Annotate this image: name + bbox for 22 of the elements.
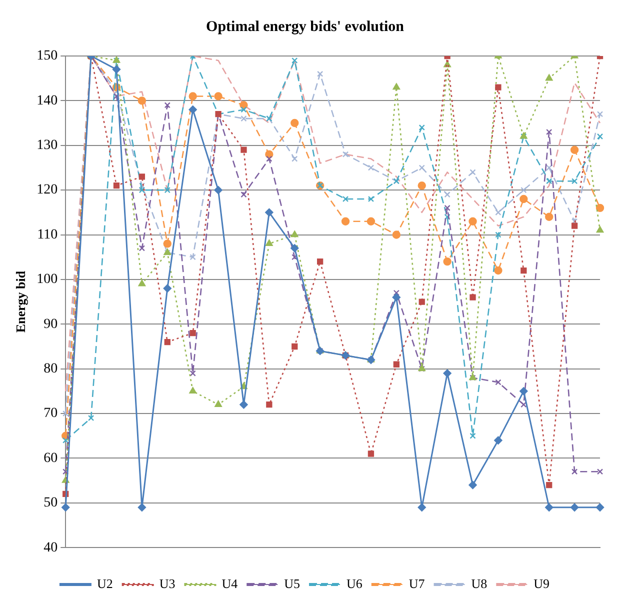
y-tick-label: 110 [37,227,58,242]
y-tick-label: 150 [36,48,58,64]
legend-label: U2 [96,576,113,591]
y-tick-label: 70 [44,406,58,422]
y-axis-title: Energy bid [13,270,28,333]
y-tick-label: 90 [44,316,58,332]
y-tick-label: 50 [44,496,58,511]
chart-title: Optimal energy bids' evolution [206,18,405,35]
y-tick-label: 120 [36,182,58,198]
y-tick-label: 140 [36,93,58,108]
y-tick-label: 130 [36,138,58,154]
legend-label: U7 [408,576,426,591]
y-tick-label: 60 [44,450,58,466]
y-tick-label: 100 [36,272,58,288]
legend-label: U3 [159,576,176,591]
legend-label: U4 [222,576,238,591]
legend-label: U9 [534,576,550,591]
legend-label: U8 [471,576,488,591]
y-tick-label: 80 [44,362,58,377]
y-tick-label: 40 [44,540,58,556]
legend-label: U6 [346,576,363,591]
legend-label: U5 [284,576,300,591]
